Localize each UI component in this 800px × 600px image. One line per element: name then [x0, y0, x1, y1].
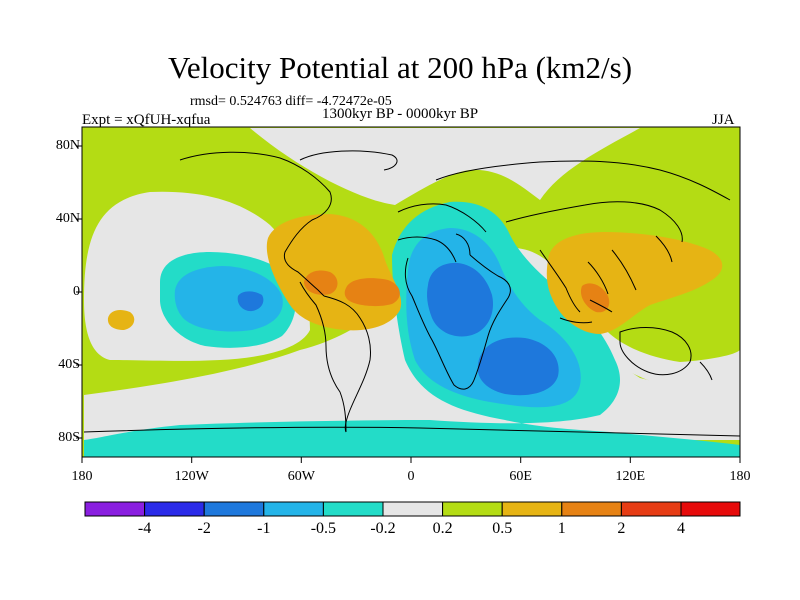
colorbar-label: 1 — [557, 520, 566, 537]
neutral-region-indianocean — [598, 320, 740, 395]
lat-label: 40N — [55, 211, 80, 226]
lat-label: 40S — [58, 357, 80, 372]
colorbar-label: -2 — [197, 520, 211, 537]
colorbar-bin — [263, 501, 324, 517]
lon-label: 180 — [71, 469, 93, 484]
colorbar-label: 0.2 — [432, 520, 453, 537]
colorbar-bin — [501, 501, 563, 517]
coastlines — [83, 150, 740, 437]
colorbar-bin — [144, 501, 205, 517]
lat-label: 80N — [55, 138, 80, 153]
colorbar-label: 0.5 — [492, 520, 513, 537]
lon-label: 120E — [615, 469, 646, 484]
lon-label: 60E — [509, 469, 532, 484]
colorbar-bin — [680, 501, 741, 517]
axis-ticks — [76, 145, 741, 463]
period-label: 1300kyr BP - 0000kyr BP — [322, 106, 479, 122]
colorbar-label: -0.2 — [370, 520, 396, 537]
colorbar-bin — [620, 501, 682, 517]
lon-label: 120W — [174, 469, 209, 484]
negative-core-africa — [427, 262, 494, 337]
colorbar-bin — [442, 501, 503, 517]
neutral-region-north — [250, 128, 640, 205]
colorbar — [84, 501, 741, 517]
colorbar-label: -1 — [257, 520, 271, 537]
colorbar-bin — [561, 501, 622, 517]
colorbar-bin — [322, 501, 384, 517]
map-title: Velocity Potential at 200 hPa (km2/s) — [167, 50, 633, 85]
colorbar-label: -4 — [137, 520, 152, 537]
lon-label: 60W — [287, 469, 315, 484]
positive-core-maritime-continent — [580, 283, 610, 313]
experiment-label: Expt = xQfUH-xqfua — [82, 112, 211, 128]
colorbar-label: 2 — [617, 520, 626, 537]
colorbar-bin — [84, 501, 146, 517]
lon-label: 180 — [729, 469, 751, 484]
lat-label: 0 — [73, 284, 80, 299]
colorbar-label: 4 — [677, 520, 685, 537]
colorbar-bin — [203, 501, 265, 517]
colorbar-label: -0.5 — [310, 520, 337, 537]
statistics-label: rmsd= 0.524763 diff= -4.72472e-05 — [190, 94, 392, 109]
positive-core-tropical-atlantic — [344, 278, 400, 307]
lat-label: 80S — [58, 430, 80, 445]
season-label: JJA — [712, 112, 735, 128]
negative-region-pacific-core — [174, 266, 283, 332]
negative-core-pacific — [237, 291, 264, 312]
positive-core-caribbean — [304, 270, 338, 295]
negative-core-southern-indian — [477, 337, 559, 396]
contour-field — [82, 127, 740, 457]
lon-label: 0 — [407, 469, 415, 484]
colorbar-bin — [382, 501, 444, 517]
positive-region-central-pacific — [107, 310, 135, 330]
